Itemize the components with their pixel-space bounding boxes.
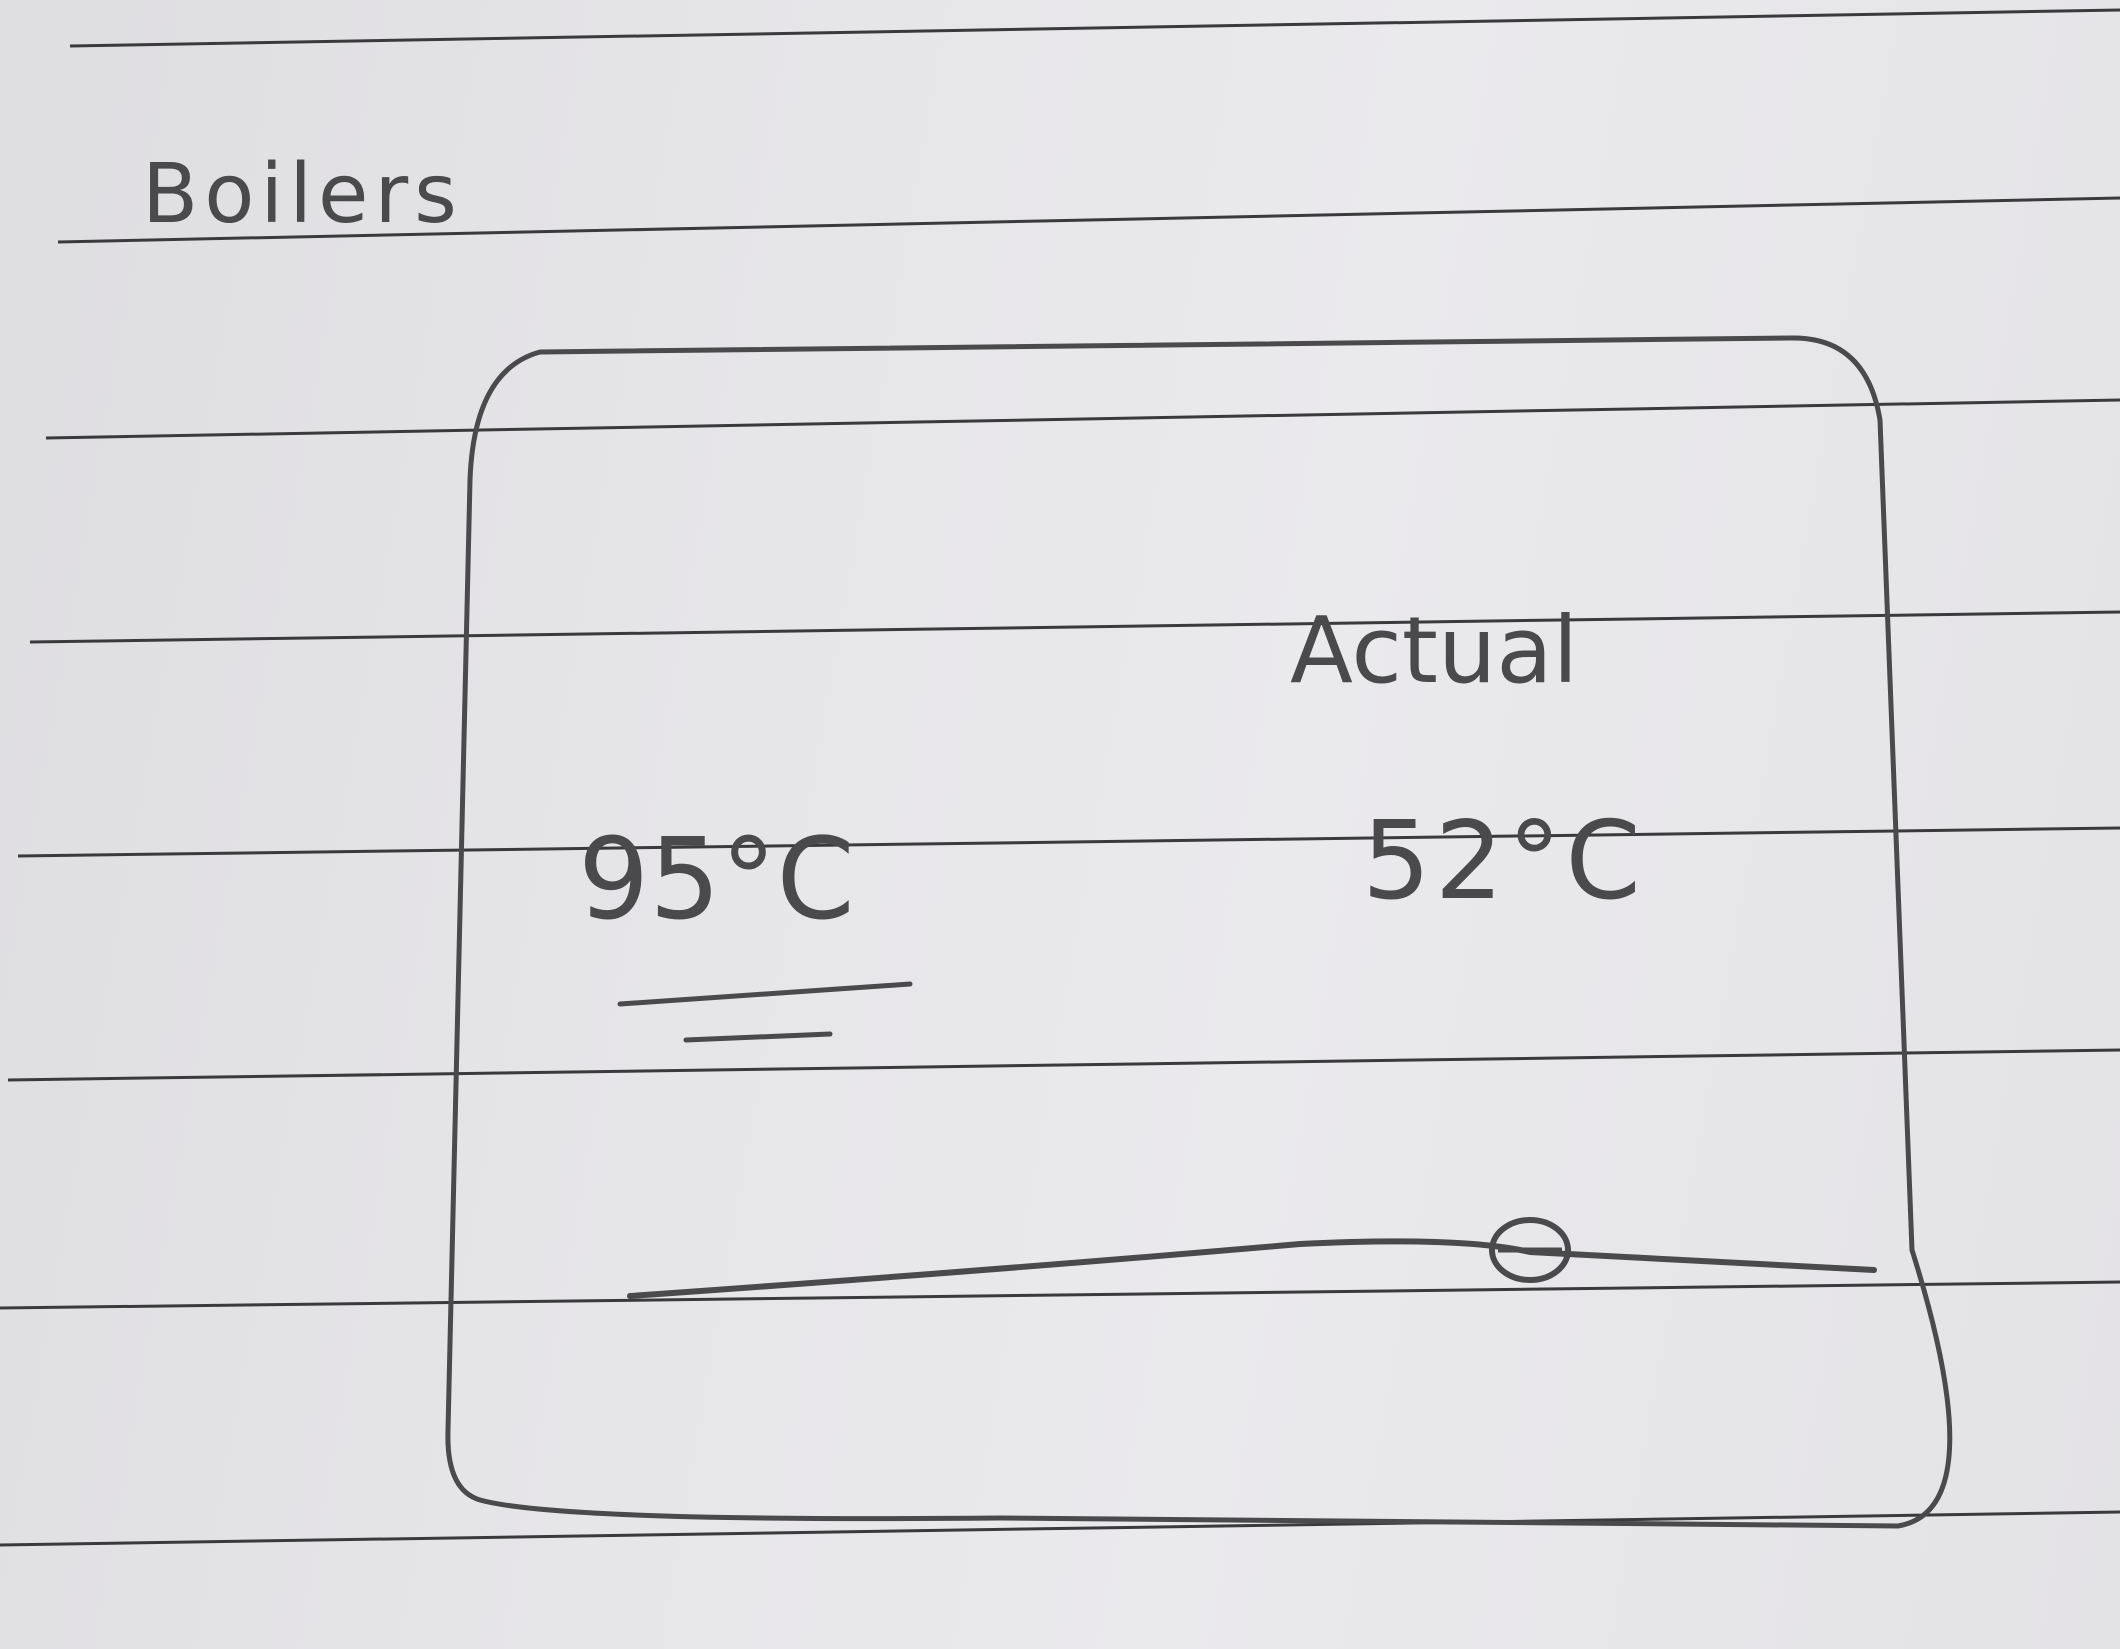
setpoint-value: 95°C <box>578 815 855 945</box>
actual-value: 52°C <box>1362 799 1645 924</box>
setpoint-underline <box>617 981 913 1043</box>
boiler-card <box>445 335 1953 1529</box>
page-title: Boilers <box>142 147 463 242</box>
temperature-slider-handle[interactable] <box>1489 1217 1571 1283</box>
temperature-slider-track[interactable] <box>627 1238 1877 1299</box>
actual-label: Actual <box>1290 597 1578 704</box>
